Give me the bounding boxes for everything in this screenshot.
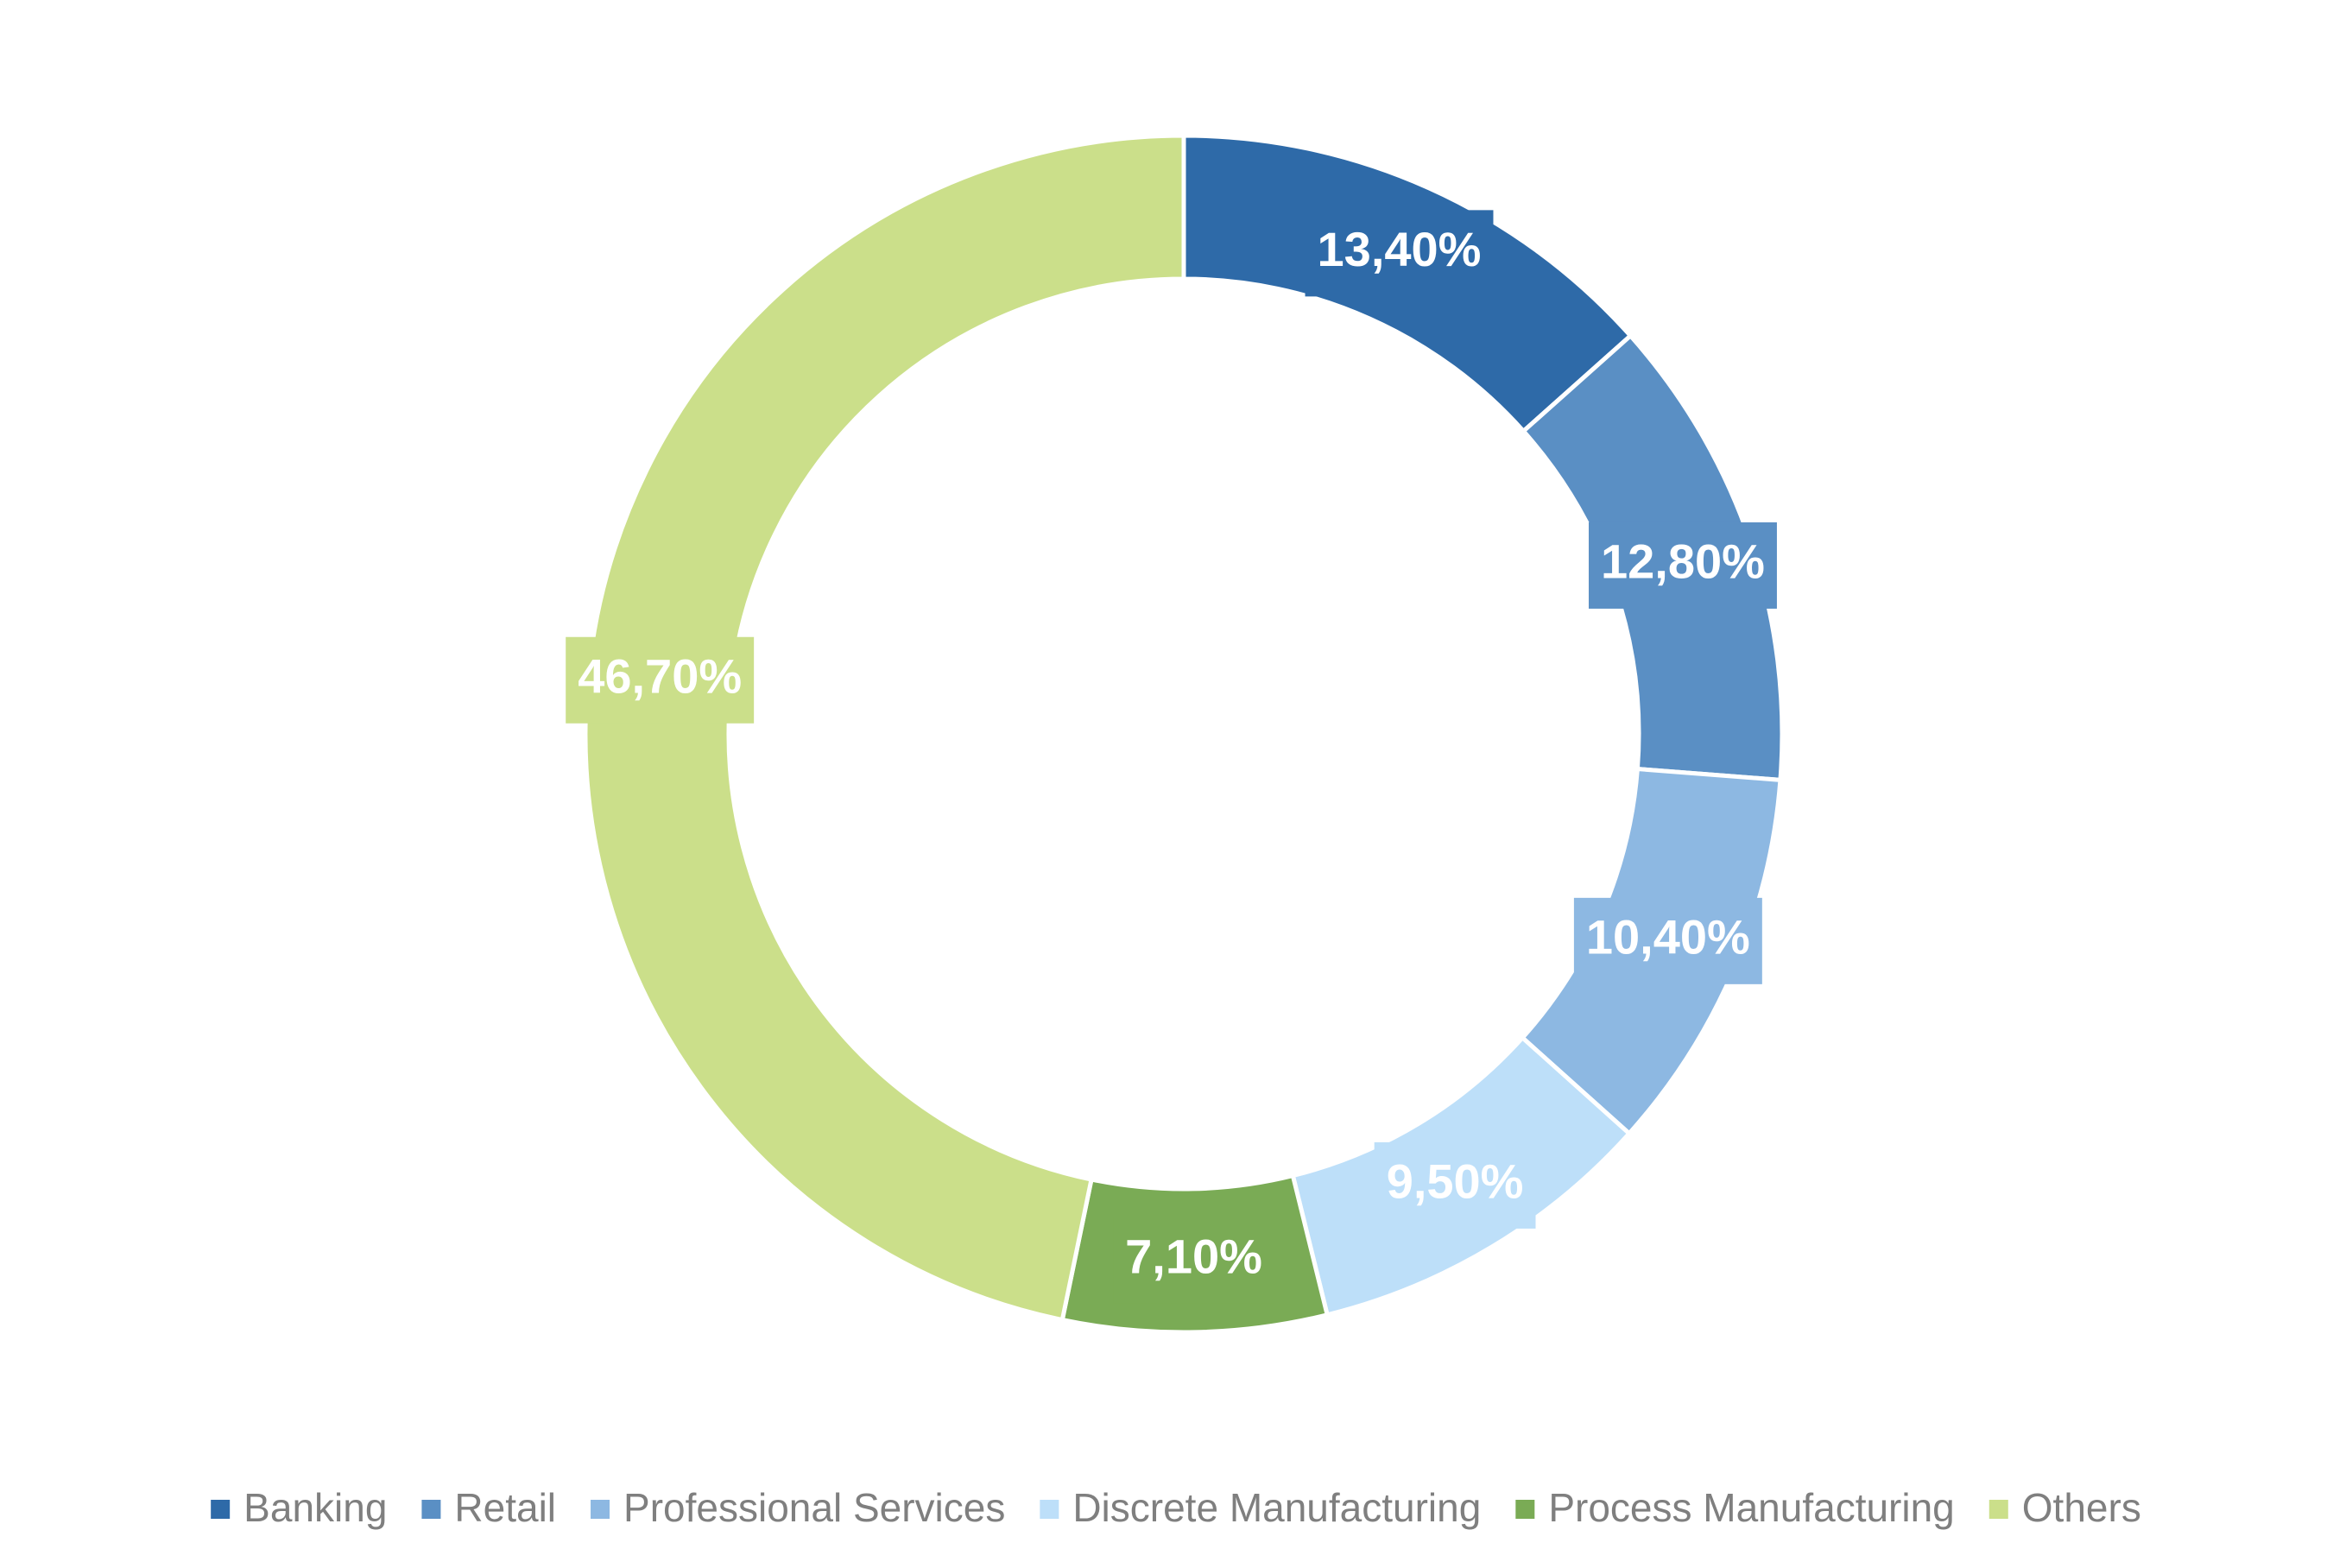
legend-label: Banking xyxy=(243,1485,387,1530)
data-label-box xyxy=(1305,210,1494,297)
data-label-text: 7,10% xyxy=(1125,1230,1262,1284)
legend-swatch xyxy=(1988,1500,2008,1519)
legend-swatch xyxy=(1040,1500,1059,1519)
legend-swatch xyxy=(1515,1500,1535,1519)
data-label-text: 9,50% xyxy=(1387,1154,1524,1209)
legend-label: Professional Services xyxy=(623,1485,1005,1530)
legend-label: Others xyxy=(2022,1485,2141,1530)
legend-swatch xyxy=(211,1500,231,1519)
data-label-box xyxy=(1113,1217,1274,1304)
data-label-text: 13,40% xyxy=(1318,222,1482,276)
data-label-text: 10,40% xyxy=(1586,910,1750,964)
data-label: 10,40% xyxy=(1573,897,1762,984)
donut-slice xyxy=(583,133,1186,1323)
data-label: 12,80% xyxy=(1589,522,1777,609)
data-label: 46,70% xyxy=(566,636,755,724)
data-label: 13,40% xyxy=(1305,210,1494,297)
legend-label: Process Manufacturing xyxy=(1548,1485,1954,1530)
legend-label: Discrete Manufacturing xyxy=(1072,1485,1481,1530)
legend-label: Retail xyxy=(454,1485,556,1530)
data-label-box xyxy=(1573,897,1762,984)
legend: Banking Retail Professional Services Discre… xyxy=(211,1485,2141,1530)
data-label: 9,50% xyxy=(1374,1141,1536,1229)
data-label: 7,10% xyxy=(1113,1217,1274,1304)
data-label-box xyxy=(566,636,755,724)
legend-swatch xyxy=(421,1500,441,1519)
data-label-box xyxy=(1374,1141,1536,1229)
legend-swatch xyxy=(591,1500,610,1519)
data-label-box xyxy=(1589,522,1777,609)
data-label-text: 12,80% xyxy=(1601,534,1765,589)
data-label-text: 46,70% xyxy=(578,649,742,704)
